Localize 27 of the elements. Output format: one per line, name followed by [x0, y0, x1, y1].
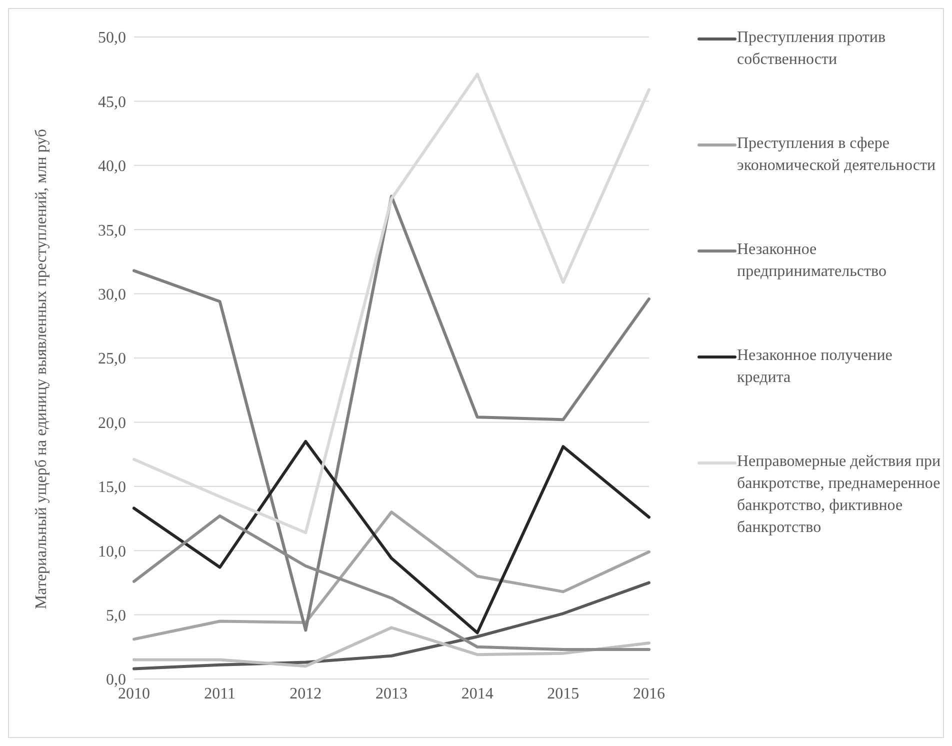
- line-series: [132, 581, 650, 670]
- y-axis-title: Материальный ущерб на единицу выявленных преступлений, млн руб: [32, 128, 51, 612]
- legend-label: Незаконное получение кредита: [737, 346, 894, 388]
- line-series: [132, 194, 650, 632]
- y-tick-label: 40,0: [98, 158, 126, 176]
- x-tick-label: 2012: [290, 685, 322, 702]
- x-tick-label: 2015: [547, 685, 580, 702]
- y-tick-label: 45,0: [98, 94, 126, 111]
- x-tick-label: 2016: [633, 685, 665, 702]
- line-series: [132, 626, 650, 668]
- legend-label: Незаконное предпринимательство: [737, 240, 888, 282]
- y-tick-label: 35,0: [98, 222, 126, 240]
- line-series: [132, 72, 650, 534]
- x-tick-label: 2014: [461, 685, 494, 702]
- x-tick-label: 2011: [204, 685, 236, 702]
- line-series: [132, 440, 650, 634]
- y-tick-label: 10,0: [98, 543, 126, 560]
- y-tick-label: 20,0: [98, 414, 126, 432]
- y-tick-label: 50,0: [98, 30, 126, 47]
- x-tick-label: 2013: [376, 685, 408, 702]
- y-tick-label: 5,0: [106, 607, 126, 624]
- y-tick-label: 25,0: [98, 350, 126, 368]
- legend-label: Преступления в сфере экономической деятельности: [737, 134, 937, 176]
- legend-label: Неправомерные действия при банкротстве, преднамеренное банкротство, фиктивное банкротство: [737, 452, 942, 538]
- y-tick-label: 30,0: [98, 286, 126, 304]
- legend-label: Преступления против собственности: [737, 28, 887, 70]
- y-tick-label: 15,0: [98, 479, 126, 496]
